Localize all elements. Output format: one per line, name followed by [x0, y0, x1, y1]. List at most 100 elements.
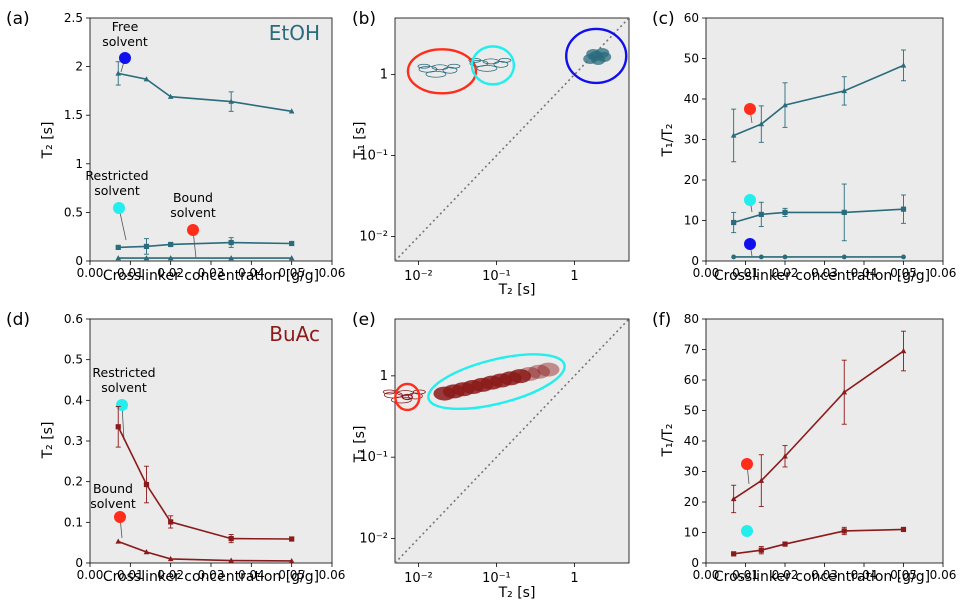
xtick-label-f: 0.05 [890, 568, 917, 582]
ytick-label-c: 60 [684, 11, 699, 25]
ytick-label-b: 10⁻² [359, 230, 388, 245]
data-point-a [167, 93, 174, 99]
ytick-label-f: 60 [684, 373, 699, 387]
xtick-label-d: 0.03 [198, 568, 225, 582]
data-point-a [115, 255, 122, 261]
ytick-label-e: 10⁻¹ [359, 450, 388, 465]
solvent-label-buac: BuAc [269, 322, 320, 346]
xtick-label-c: 0.01 [732, 266, 759, 280]
xtick-label-e: 10⁻² [404, 571, 433, 586]
ytick-label-e: 10⁻² [359, 532, 388, 547]
xtick-label-c: 0.05 [890, 266, 917, 280]
data-point-f [758, 477, 765, 483]
data-point-f [900, 348, 907, 354]
panel-label-f: (f) [652, 310, 671, 330]
data-point-d [288, 557, 295, 564]
cluster-contour-e [407, 392, 423, 400]
xtick-label-b: 1 [570, 269, 578, 284]
data-point-a [115, 70, 122, 76]
data-point-a [288, 108, 295, 114]
ytick-label-d: 0.2 [64, 475, 83, 489]
cluster-contour-b [417, 63, 431, 69]
data-point-d [228, 536, 234, 542]
ytick-label-f: 10 [684, 526, 699, 540]
xtick-label-c: 0.02 [772, 266, 799, 280]
data-point-c [782, 254, 788, 260]
data-point-d [289, 536, 295, 542]
cluster-contour-b [425, 70, 447, 78]
data-point-f [730, 495, 737, 502]
data-point-a [167, 255, 174, 261]
data-point-c [730, 132, 737, 138]
cluster-blob-e [528, 364, 551, 379]
data-point-a [115, 244, 121, 250]
xlabel-c: Crosslinker concentration [g/g] [714, 268, 930, 284]
ytick-label-d: 0 [75, 556, 83, 570]
data-point-c [841, 209, 847, 215]
ylabel-d: T₂ [s] [40, 422, 56, 460]
ytick-label-f: 20 [684, 495, 699, 509]
data-point-f [758, 547, 764, 553]
data-point-a [143, 76, 150, 82]
annotation-bound-d-line1: Bound [93, 481, 133, 496]
xtick-label-d: 0.02 [157, 568, 184, 582]
data-point-f [900, 526, 907, 533]
marker-bound-solvent-a [187, 224, 199, 236]
marker-free-solvent-a [119, 52, 131, 64]
data-point-c [900, 206, 907, 212]
data-point-a [143, 255, 150, 261]
xtick-label-c: 0.00 [693, 266, 720, 280]
ytick-label-c: 30 [684, 133, 699, 147]
ylabel-a: T₂ [s] [40, 122, 56, 160]
cluster-ring-restricted-b [470, 45, 516, 86]
xtick-label-f: 0.00 [693, 568, 720, 582]
xtick-label-c: 0.03 [811, 266, 838, 280]
cluster-contour-b [476, 64, 498, 72]
data-point-d [167, 555, 174, 562]
cluster-blob-e [537, 362, 560, 377]
plot-area-f [705, 318, 944, 564]
data-point-f [782, 541, 788, 547]
ylabel-f: T₁/T₂ [660, 423, 676, 457]
ytick-label-d: 0.5 [64, 353, 83, 367]
panel-label-c: (c) [652, 9, 675, 29]
ytick-label-d: 0.6 [64, 312, 83, 326]
xtick-label-d: 0.05 [278, 568, 305, 582]
xtick-label-d: 0.01 [117, 568, 144, 582]
cluster-ring-free-b [565, 27, 628, 85]
xlabel-a: Crosslinker concentration [g/g] [103, 268, 319, 284]
data-point-a [168, 241, 174, 248]
xtick-label-a: 0.01 [117, 266, 144, 280]
ylabel-b: T₁ [s] [352, 122, 368, 160]
annotation-bound-line1: Bound [173, 190, 213, 205]
xtick-label-a: 0.04 [238, 266, 265, 280]
data-point-c [782, 102, 788, 108]
xtick-label-f: 0.04 [851, 568, 878, 582]
ytick-label-a: 0.5 [64, 205, 83, 219]
solvent-label-etoh: EtOH [269, 21, 320, 45]
data-point-c [758, 121, 765, 127]
data-point-a [228, 255, 234, 261]
cluster-ring-restricted-e [427, 353, 566, 411]
plot-area-c [705, 17, 944, 262]
xlabel-b: T₂ [s] [498, 282, 536, 298]
data-point-d [168, 519, 174, 525]
data-point-c [758, 211, 764, 218]
xtick-label-a: 0.05 [278, 266, 305, 280]
ylabel-c: T₁/T₂ [660, 123, 676, 157]
annotation-restricted-d-line1: Restricted [92, 365, 155, 380]
data-point-c [758, 254, 764, 260]
ytick-label-d: 0.3 [64, 434, 83, 448]
xtick-label-a: 0.00 [77, 266, 104, 280]
data-point-d [228, 557, 234, 563]
panel-label-a: (a) [6, 9, 30, 29]
ytick-label-b: 10⁻¹ [359, 149, 388, 164]
xtick-label-c: 0.04 [851, 266, 878, 280]
cluster-contour-b [493, 60, 509, 68]
cluster-contour-e [390, 396, 412, 404]
marker-bound-solvent-c [744, 103, 756, 115]
xtick-label-b: 10⁻² [404, 269, 433, 284]
ytick-label-c: 20 [684, 173, 699, 187]
marker-bound-solvent-f [741, 458, 753, 470]
